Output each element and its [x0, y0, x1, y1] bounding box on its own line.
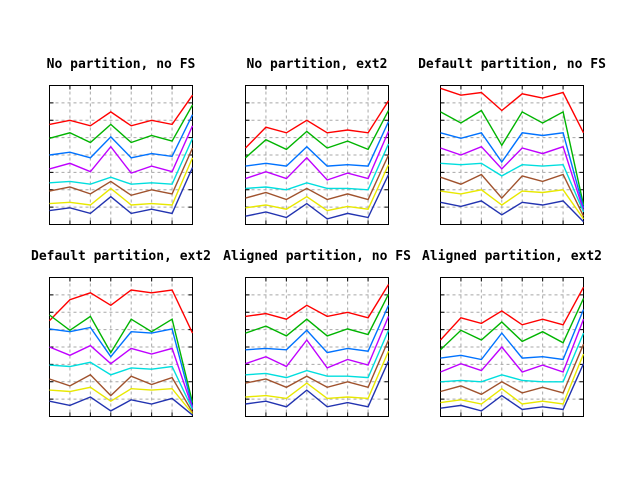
series-line-sienna — [245, 154, 389, 201]
series-line-red — [440, 286, 584, 341]
series-line-navy — [245, 174, 389, 220]
series-line-cyan — [49, 361, 193, 410]
series-line-navy — [49, 396, 193, 416]
series-line-yellow — [440, 353, 584, 405]
series-line-cyan — [440, 162, 584, 213]
series-line-magenta — [49, 125, 193, 174]
series-line-yellow — [440, 189, 584, 220]
series-line-red — [245, 100, 389, 149]
series-line-blue — [49, 114, 193, 159]
subplot-title-aligned-partition-ext2: Aligned partition, ext2 — [421, 249, 603, 264]
subplot-no-partition-no-fs — [49, 85, 193, 225]
series-line-green — [49, 314, 193, 403]
series-line-yellow — [49, 386, 193, 415]
series-line-magenta — [245, 316, 389, 369]
series-line-blue — [49, 326, 193, 407]
series-line-yellow — [245, 350, 389, 400]
series-line-magenta — [49, 344, 193, 409]
series-line-green — [440, 109, 584, 206]
series-line-sienna — [440, 173, 584, 217]
series-line-navy — [440, 200, 584, 223]
series-line-cyan — [245, 143, 389, 191]
series-line-magenta — [245, 131, 389, 181]
series-line-magenta — [440, 145, 584, 211]
series-line-sienna — [440, 343, 584, 396]
subplot-title-aligned-partition-no-fs: Aligned partition, no FS — [223, 249, 411, 264]
series-line-cyan — [49, 138, 193, 185]
series-line-green — [49, 104, 193, 144]
series-line-yellow — [245, 164, 389, 212]
series-line-blue — [440, 131, 584, 208]
series-line-blue — [245, 305, 389, 354]
series-line-magenta — [440, 318, 584, 373]
subplot-default-partition-ext2 — [49, 277, 193, 417]
series-line-cyan — [245, 330, 389, 379]
subplot-no-partition-ext2 — [245, 85, 389, 225]
series-line-blue — [440, 309, 584, 361]
series-line-sienna — [49, 373, 193, 413]
series-line-red — [49, 94, 193, 127]
series-line-red — [245, 284, 389, 320]
series-line-red — [440, 87, 584, 134]
subplot-default-partition-no-fs — [440, 85, 584, 225]
series-line-yellow — [49, 157, 193, 206]
series-line-green — [245, 293, 389, 337]
series-line-navy — [49, 167, 193, 215]
subplot-title-default-partition-no-fs: Default partition, no FS — [418, 57, 606, 72]
subplot-aligned-partition-no-fs — [245, 277, 389, 417]
series-line-red — [49, 289, 193, 334]
series-line-navy — [245, 360, 389, 408]
subplot-aligned-partition-ext2 — [440, 277, 584, 417]
series-line-blue — [245, 121, 389, 167]
series-line-sienna — [49, 147, 193, 197]
series-line-cyan — [440, 332, 584, 383]
subplot-title-no-partition-no-fs: No partition, no FS — [46, 57, 196, 72]
series-line-green — [440, 298, 584, 351]
series-line-sienna — [245, 339, 389, 389]
subplot-title-no-partition-ext2: No partition, ext2 — [246, 57, 388, 72]
series-line-navy — [440, 363, 584, 412]
series-line-green — [245, 110, 389, 159]
subplot-title-default-partition-ext2: Default partition, ext2 — [30, 249, 212, 264]
